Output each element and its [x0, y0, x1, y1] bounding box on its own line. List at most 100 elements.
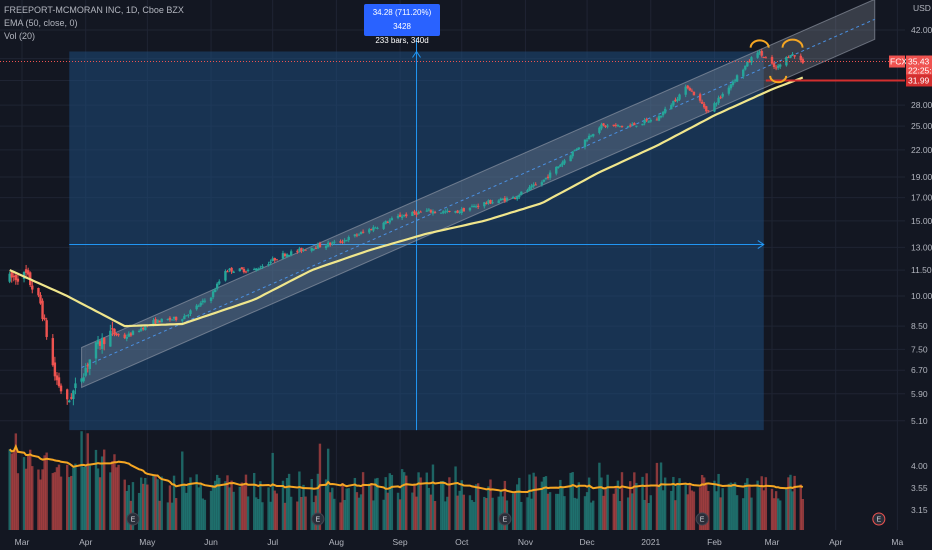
- candle-body: [372, 227, 375, 231]
- volume-bar: [343, 500, 346, 530]
- candle-body: [655, 119, 659, 121]
- candle-body: [670, 104, 673, 110]
- candle-body: [181, 319, 184, 321]
- volume-bar: [702, 477, 706, 530]
- price-axis-label: 5.10: [911, 416, 928, 426]
- price-axis-label: 3.55: [911, 483, 928, 493]
- time-axis-label: May: [139, 537, 156, 547]
- volume-bar: [425, 472, 428, 530]
- candle-body: [649, 120, 652, 122]
- candle-body: [614, 124, 618, 126]
- volume-bar: [589, 502, 593, 530]
- volume-bar: [606, 474, 609, 530]
- candle-body: [487, 200, 490, 204]
- legend-volume[interactable]: Vol (20): [4, 31, 36, 41]
- candlestick-series: [8, 48, 805, 406]
- legend-symbol[interactable]: FREEPORT-MCMORAN INC, 1D, Cboe BZX: [4, 5, 184, 15]
- volume-bar: [411, 492, 414, 530]
- volume-bar: [513, 492, 517, 530]
- volume-bar: [489, 479, 492, 530]
- candle-body: [152, 320, 155, 325]
- candle-body: [499, 198, 502, 201]
- volume-bar: [801, 498, 805, 530]
- volume-bar: [287, 473, 291, 530]
- price-axis-label: 19.00: [911, 172, 932, 182]
- volume-bar: [417, 472, 420, 530]
- candle-body: [267, 263, 270, 266]
- candle-body: [261, 266, 264, 268]
- volume-bar: [8, 449, 11, 530]
- volume-bar: [213, 480, 217, 530]
- volume-bar: [57, 464, 61, 530]
- volume-bar: [68, 477, 71, 530]
- candle-body: [612, 124, 615, 127]
- candle-body: [555, 167, 558, 174]
- candle-body: [271, 258, 274, 262]
- price-axis-label: 5.90: [911, 389, 928, 399]
- candle-body: [573, 149, 576, 151]
- volume-bar: [26, 455, 30, 530]
- candle-body: [51, 338, 55, 366]
- earnings-badge-label: E: [700, 517, 705, 524]
- candle-body: [717, 97, 720, 103]
- candle-body: [400, 216, 404, 218]
- volume-bar: [561, 487, 564, 530]
- measure-arrowhead-right: [757, 240, 765, 249]
- currency-label: USD: [913, 3, 931, 13]
- candle-body: [80, 378, 83, 382]
- volume-bar: [604, 488, 607, 530]
- volume-bar: [16, 473, 20, 530]
- candle-body: [503, 198, 507, 202]
- volume-bar: [376, 477, 379, 530]
- volume-bar: [102, 449, 106, 530]
- volume-bar: [433, 501, 437, 530]
- candle-body: [592, 134, 595, 137]
- candle-body: [602, 123, 605, 126]
- volume-bar: [400, 469, 404, 530]
- volume-bar: [684, 484, 687, 530]
- volume-bar: [760, 476, 763, 530]
- candle-body: [298, 248, 301, 251]
- volume-bar: [197, 487, 200, 530]
- candle-body: [357, 234, 361, 236]
- volume-bar: [232, 491, 235, 530]
- candle-body: [281, 253, 285, 259]
- volume-bar: [750, 497, 753, 530]
- candle-body: [224, 271, 227, 281]
- time-axis-label: Aug: [329, 537, 344, 547]
- volume-bar: [546, 493, 550, 530]
- candle-body: [240, 267, 244, 270]
- volume-bar: [713, 480, 716, 530]
- volume-bar: [228, 487, 231, 530]
- volume-bar: [246, 496, 250, 530]
- candle-body: [166, 318, 170, 320]
- candle-body: [787, 57, 790, 59]
- volume-bar: [111, 461, 114, 530]
- candle-body: [742, 69, 745, 77]
- candle-body: [8, 273, 11, 282]
- volume-bar: [499, 490, 502, 530]
- time-axis-label: Nov: [518, 537, 534, 547]
- volume-bar: [324, 479, 328, 530]
- volume-bar: [764, 477, 768, 530]
- candle-body: [287, 254, 291, 256]
- legend-ema[interactable]: EMA (50, close, 0): [4, 18, 78, 28]
- volume-bar: [678, 478, 681, 530]
- candle-body: [353, 234, 357, 237]
- candle-body: [454, 211, 457, 213]
- volume-bar: [152, 474, 155, 530]
- volume-bar: [612, 493, 615, 530]
- price-axis-label: 28.00: [911, 100, 932, 110]
- candle-body: [715, 103, 718, 105]
- volume-bar: [544, 476, 548, 530]
- candle-body: [144, 325, 147, 331]
- volume-bar: [518, 477, 521, 530]
- volume-bar: [470, 500, 474, 530]
- candle-body: [228, 268, 231, 271]
- volume-bar: [413, 484, 416, 530]
- volume-bar: [296, 501, 299, 530]
- candle-body: [446, 210, 449, 212]
